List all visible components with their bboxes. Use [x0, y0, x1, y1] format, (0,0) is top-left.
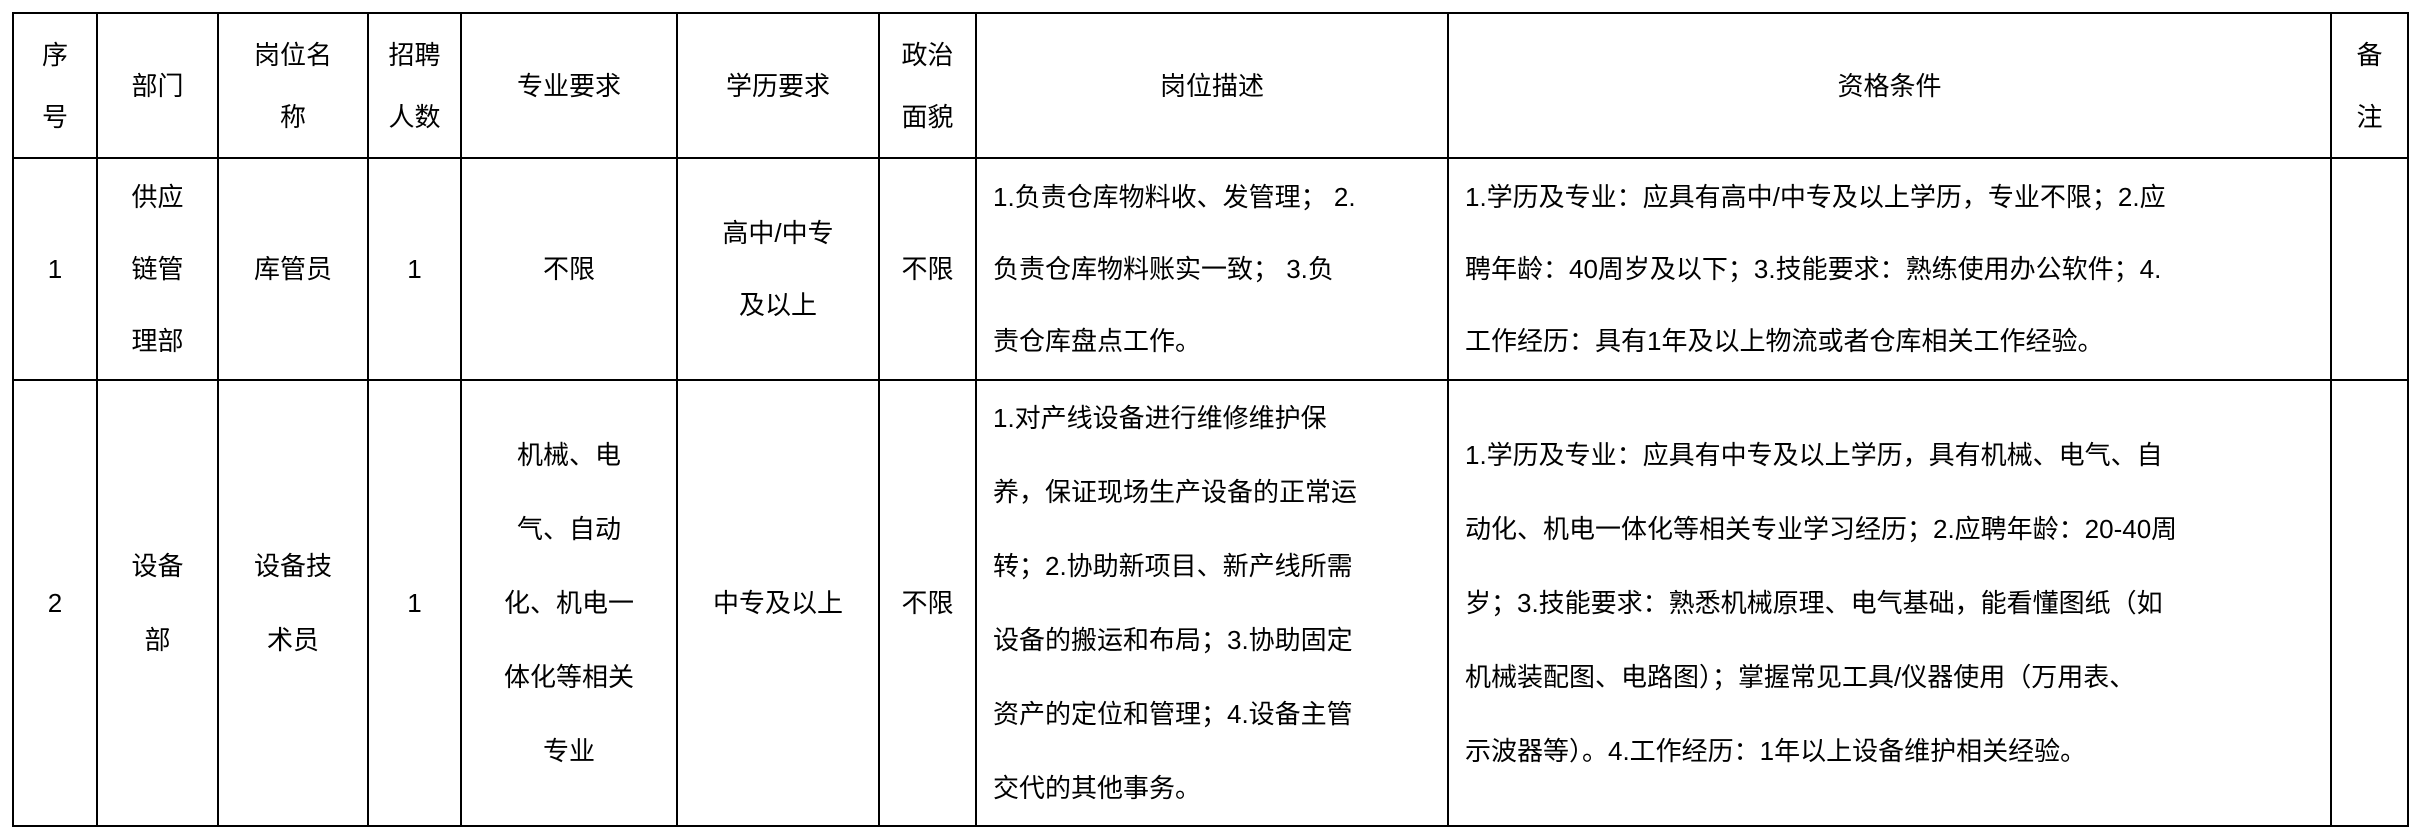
cell-remark: [2330, 157, 2409, 381]
cell-count: 1: [367, 157, 462, 381]
cell-seq: 2: [12, 379, 98, 827]
text-line: 岁；3.技能要求：熟悉机械原理、电气基础，能看懂图纸（如: [1465, 588, 2163, 618]
text-line: 备: [2356, 39, 2383, 70]
text-line: 学历要求: [725, 70, 830, 101]
header-remark: 备注: [2330, 12, 2409, 159]
text-line: 术员: [266, 625, 319, 655]
text-line: 聘年龄：40周岁及以下；3.技能要求：熟练使用办公软件；4.: [1465, 254, 2162, 284]
recruitment-table: 序号 部门 岗位名称 招聘人数 专业要求 学历要求 政治面貌 岗位描述 资格条件…: [12, 12, 2409, 827]
header-position: 岗位名称: [217, 12, 369, 159]
text-line: 资产的定位和管理；4.设备主管: [993, 699, 1353, 729]
text-line: 2: [47, 588, 63, 618]
text-line: 岗位名: [253, 39, 332, 70]
text-line: 序: [41, 39, 68, 70]
text-line: 理部: [131, 326, 184, 356]
text-line: 专业: [542, 736, 595, 766]
text-line: 1: [47, 254, 63, 284]
text-line: 交代的其他事务。: [993, 773, 1202, 803]
text-line: 链管: [131, 254, 184, 284]
cell-dept: 设备部: [96, 379, 219, 827]
cell-description: 1.对产线设备进行维修维护保养，保证现场生产设备的正常运 转；2.协助新项目、新产…: [975, 379, 1449, 827]
text-line: 不限: [901, 588, 954, 618]
text-line: 中专及以上: [712, 588, 843, 618]
text-line: 政治: [901, 39, 954, 70]
text-line: 面貌: [901, 101, 954, 132]
text-line: 1.对产线设备进行维修维护保: [993, 403, 1327, 433]
cell-education: 中专及以上: [676, 379, 880, 827]
text-line: 高中/中专: [722, 218, 834, 248]
header-seq: 序号: [12, 12, 98, 159]
text-line: 库管员: [253, 254, 332, 284]
table-row: 1 供应链管理部 库管员 1 不限 高中/中专及以上 不限 1.负责仓库物料收、…: [12, 157, 2409, 381]
cell-count: 1: [367, 379, 462, 827]
text-line: 示波器等）。4.工作经历：1年以上设备维护相关经验。: [1465, 736, 2087, 766]
text-line: 部门: [131, 70, 184, 101]
cell-position: 库管员: [217, 157, 369, 381]
text-line: 岗位描述: [1159, 70, 1264, 101]
header-dept: 部门: [96, 12, 219, 159]
cell-political: 不限: [878, 157, 977, 381]
cell-education: 高中/中专及以上: [676, 157, 880, 381]
cell-political: 不限: [878, 379, 977, 827]
text-line: 设备: [131, 551, 184, 581]
text-line: 专业要求: [516, 70, 621, 101]
text-line: 人数: [388, 101, 441, 132]
text-line: 转；2.协助新项目、新产线所需: [993, 551, 1353, 581]
text-line: 气、自动: [516, 514, 621, 544]
cell-description: 1.负责仓库物料收、发管理； 2. 负责仓库物料账实一致； 3.负 责仓库盘点工作。: [975, 157, 1449, 381]
text-line: 设备的搬运和布局；3.协助固定: [993, 625, 1353, 655]
text-line: 体化等相关: [503, 662, 634, 692]
text-line: 设备技: [253, 551, 332, 581]
text-line: 1.学历及专业：应具有中专及以上学历，具有机械、电气、自: [1465, 440, 2163, 470]
text-line: 及以上: [738, 290, 817, 320]
text-line: 1.学历及专业：应具有高中/中专及以上学历，专业不限；2.应: [1465, 182, 2166, 212]
header-education: 学历要求: [676, 12, 880, 159]
text-line: 资格条件: [1837, 70, 1942, 101]
text-line: 1: [407, 254, 422, 284]
header-major: 专业要求: [460, 12, 678, 159]
text-line: 机械、电: [516, 440, 621, 470]
text-line: 部: [144, 625, 171, 655]
text-line: 化、机电一: [503, 588, 634, 618]
header-qualification: 资格条件: [1447, 12, 2332, 159]
text-line: 供应: [131, 182, 184, 212]
cell-major: 不限: [460, 157, 678, 381]
cell-major: 机械、电气、自动化、机电一体化等相关专业: [460, 379, 678, 827]
text-line: 养，保证现场生产设备的正常运: [993, 477, 1358, 507]
header-row: 序号 部门 岗位名称 招聘人数 专业要求 学历要求 政治面貌 岗位描述 资格条件…: [12, 12, 2409, 159]
text-line: 动化、机电一体化等相关专业学习经历；2.应聘年龄：20-40周: [1465, 514, 2178, 544]
text-line: 1: [407, 588, 422, 618]
cell-qualification: 1.学历及专业：应具有高中/中专及以上学历，专业不限；2.应 聘年龄：40周岁及以…: [1447, 157, 2332, 381]
text-line: 号: [41, 101, 68, 132]
text-line: 招聘: [388, 39, 441, 70]
text-line: 称: [279, 101, 306, 132]
text-line: 工作经历：具有1年及以上物流或者仓库相关工作经验。: [1465, 326, 2104, 356]
cell-position: 设备技 术员: [217, 379, 369, 827]
header-count: 招聘 人数: [367, 12, 462, 159]
header-political: 政治 面貌: [878, 12, 977, 159]
table-row: 2 设备部 设备技术员 1 机械、电气、自动化、机电一体化等相关专业 中专及以上…: [12, 379, 2409, 827]
text-line: 1.负责仓库物料收、发管理； 2.: [993, 182, 1356, 212]
cell-dept: 供应 链管 理部: [96, 157, 219, 381]
cell-seq: 1: [12, 157, 98, 381]
text-line: 负责仓库物料账实一致； 3.负: [993, 254, 1334, 284]
cell-qualification: 1.学历及专业：应具有中专及以上学历，具有机械、电气、自 动化、机电一体化等相关专…: [1447, 379, 2332, 827]
text-line: 机械装配图、电路图）；掌握常见工具/仪器使用（万用表、: [1465, 662, 2136, 692]
cell-remark: [2330, 379, 2409, 827]
text-line: 责仓库盘点工作。: [993, 326, 1202, 356]
text-line: 不限: [542, 254, 595, 284]
text-line: 不限: [901, 254, 954, 284]
text-line: 注: [2356, 101, 2383, 132]
header-description: 岗位描述: [975, 12, 1449, 159]
